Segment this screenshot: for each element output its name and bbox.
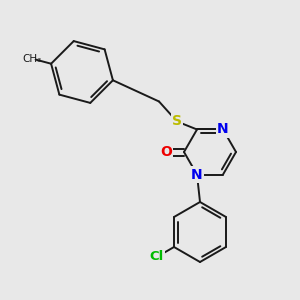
Text: N: N [217,122,229,136]
Text: CH₃: CH₃ [22,53,41,64]
Text: O: O [160,145,172,159]
Text: S: S [172,115,182,128]
Text: Cl: Cl [150,250,164,263]
Text: N: N [191,167,203,182]
